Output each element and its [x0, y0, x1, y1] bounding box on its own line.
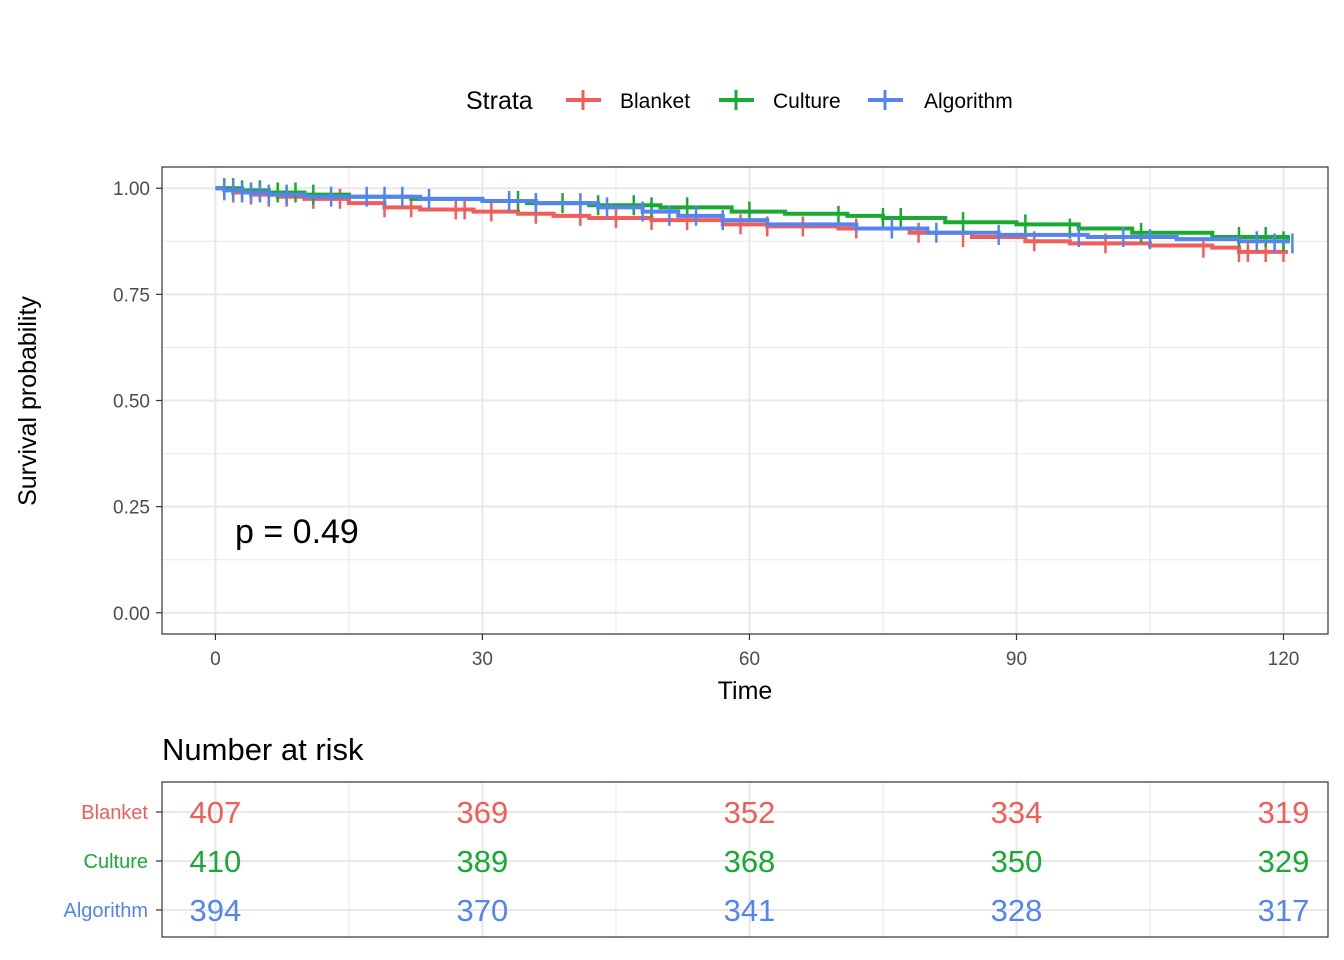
x-tick-label: 0: [210, 649, 221, 670]
risk-cell-algorithm: 394: [190, 893, 242, 928]
risk-table-background: [162, 782, 1328, 937]
risk-table-frame: [161, 781, 1329, 938]
risk-cell-algorithm: 370: [457, 893, 509, 928]
y-tick-label: 0.00: [113, 604, 150, 625]
x-axis-ticks: 0 30 60 90 120: [210, 634, 1299, 670]
y-tick-label: 1.00: [113, 179, 150, 200]
y-tick-label: 0.25: [113, 498, 150, 519]
y-axis-label: Survival probability: [14, 296, 42, 506]
y-tick-label: 0.75: [113, 285, 150, 306]
legend-item-blanket: Blanket: [566, 90, 690, 113]
x-tick-label: 90: [1006, 649, 1027, 670]
risk-table-grid: [162, 782, 1328, 937]
y-tick-label: 0.50: [113, 392, 150, 413]
risk-table-cells: Blanket 407 369 352 334 319 Culture 410 389 368 35…: [64, 795, 1310, 928]
risk-row-label-algorithm: Algorithm: [64, 900, 148, 922]
risk-cell-culture: 350: [991, 844, 1043, 879]
legend-item-culture: Culture: [719, 90, 841, 113]
x-tick-label: 120: [1268, 649, 1300, 670]
p-value-annotation: p = 0.49: [235, 513, 359, 551]
risk-row-label-culture: Culture: [84, 851, 148, 873]
risk-cell-blanket: 334: [991, 795, 1043, 830]
legend-title: Strata: [466, 87, 533, 115]
legend-label-algorithm: Algorithm: [924, 90, 1013, 113]
risk-cell-blanket: 352: [724, 795, 776, 830]
x-axis-label: Time: [718, 677, 773, 705]
risk-cell-blanket: 407: [190, 795, 242, 830]
risk-table: Number at risk Blanket 407 369 352 334 319 Cul…: [64, 732, 1329, 938]
risk-table-title: Number at risk: [162, 732, 364, 767]
risk-cell-culture: 368: [724, 844, 776, 879]
risk-cell-algorithm: 317: [1258, 893, 1310, 928]
risk-row-label-blanket: Blanket: [81, 802, 148, 824]
legend: Strata Blanket Culture Algorithm: [466, 87, 1013, 115]
x-tick-label: 60: [739, 649, 760, 670]
legend-label-blanket: Blanket: [620, 90, 690, 113]
legend-label-culture: Culture: [773, 90, 841, 113]
survival-curves: [215, 178, 1294, 262]
survival-plot: 0.00 0.25 0.50 0.75 1.00 0 30 60 90 120 p = 0.49…: [14, 166, 1329, 705]
risk-cell-algorithm: 341: [724, 893, 776, 928]
risk-cell-culture: 329: [1258, 844, 1310, 879]
risk-cell-culture: 389: [457, 844, 509, 879]
x-tick-label: 30: [472, 649, 493, 670]
risk-cell-blanket: 369: [457, 795, 509, 830]
legend-item-algorithm: Algorithm: [868, 90, 1013, 113]
risk-cell-blanket: 319: [1258, 795, 1310, 830]
risk-cell-algorithm: 328: [991, 893, 1043, 928]
risk-cell-culture: 410: [190, 844, 242, 879]
y-axis-ticks: 0.00 0.25 0.50 0.75 1.00: [113, 179, 162, 625]
censor-marks-algorithm: [223, 180, 1294, 254]
